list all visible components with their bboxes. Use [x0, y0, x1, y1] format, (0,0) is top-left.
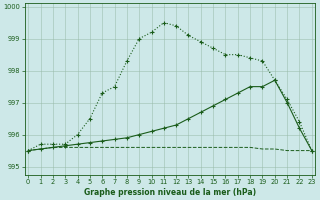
X-axis label: Graphe pression niveau de la mer (hPa): Graphe pression niveau de la mer (hPa): [84, 188, 256, 197]
